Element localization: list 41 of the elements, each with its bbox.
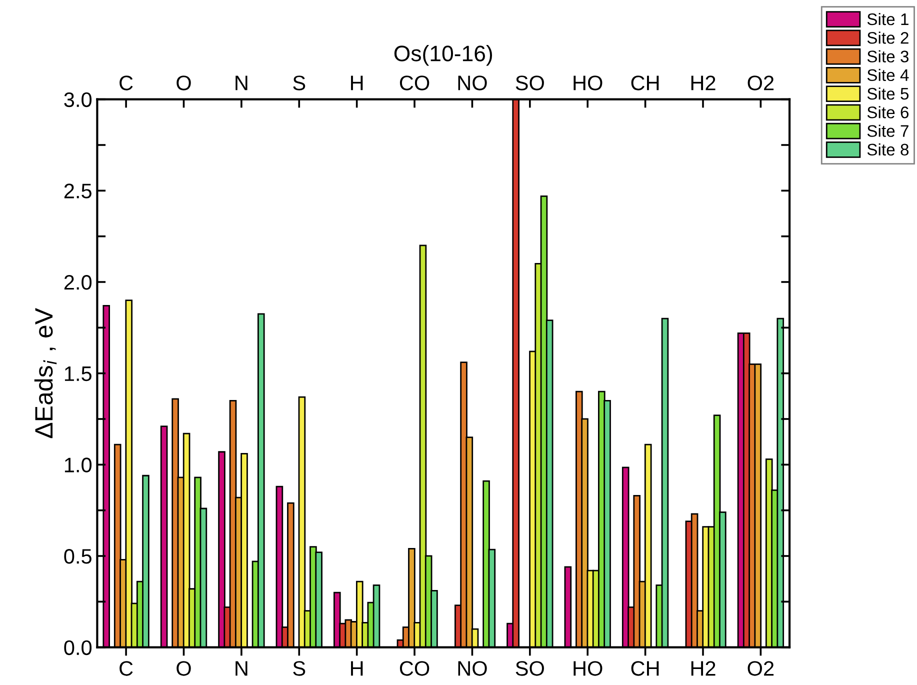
category-label: O <box>176 661 191 676</box>
legend-label: Site 5 <box>867 87 909 100</box>
y-axis-title: ΔEads$_{i}$ , eV <box>34 308 57 438</box>
y-tick-label: 0.0 <box>64 640 92 656</box>
category-label: O2 <box>748 661 774 676</box>
x-tick-label: SO <box>516 76 544 90</box>
x-tick-label: H <box>351 76 363 90</box>
legend-label: Site 1 <box>867 12 908 26</box>
category-label: NO <box>458 661 487 676</box>
x-tick-label: NO <box>458 76 487 90</box>
category-label: S <box>293 661 306 676</box>
category-label: H <box>351 661 363 676</box>
legend-label: Site 3 <box>867 50 909 62</box>
y-tick-label: 1.5 <box>64 366 92 382</box>
x-tick-label: S <box>293 76 306 90</box>
x-tick-label: O <box>176 76 191 90</box>
chart-title: Os(10-16) <box>394 45 492 66</box>
legend-label: Site 4 <box>867 68 909 82</box>
x-tick-label: N <box>236 76 248 90</box>
category-label: N <box>236 661 248 676</box>
y-tick-label: 3.0 <box>64 92 92 108</box>
category-label: C <box>120 661 133 676</box>
legend-label: Site 2 <box>867 32 908 44</box>
category-label: CO <box>400 661 430 676</box>
x-tick-label: O2 <box>748 76 774 90</box>
x-tick-label: C <box>120 76 133 90</box>
x-tick-label: CO <box>400 76 430 90</box>
x-tick-label: HO <box>574 76 602 90</box>
legend-label: Site 7 <box>867 124 908 137</box>
y-tick-label: 2.5 <box>64 184 92 198</box>
category-label: HO <box>574 661 602 676</box>
legend-label: Site 8 <box>867 143 909 156</box>
x-tick-label: H2 <box>691 76 716 90</box>
category-label: H2 <box>691 661 716 676</box>
x-tick-label: CH <box>631 76 659 90</box>
category-label: CH <box>631 661 659 676</box>
y-tick-label: 1.0 <box>64 458 92 472</box>
legend-label: Site 6 <box>867 106 909 118</box>
y-tick-label: 0.5 <box>64 548 92 564</box>
y-tick-label: 2.0 <box>64 274 92 290</box>
category-label: SO <box>516 661 544 676</box>
